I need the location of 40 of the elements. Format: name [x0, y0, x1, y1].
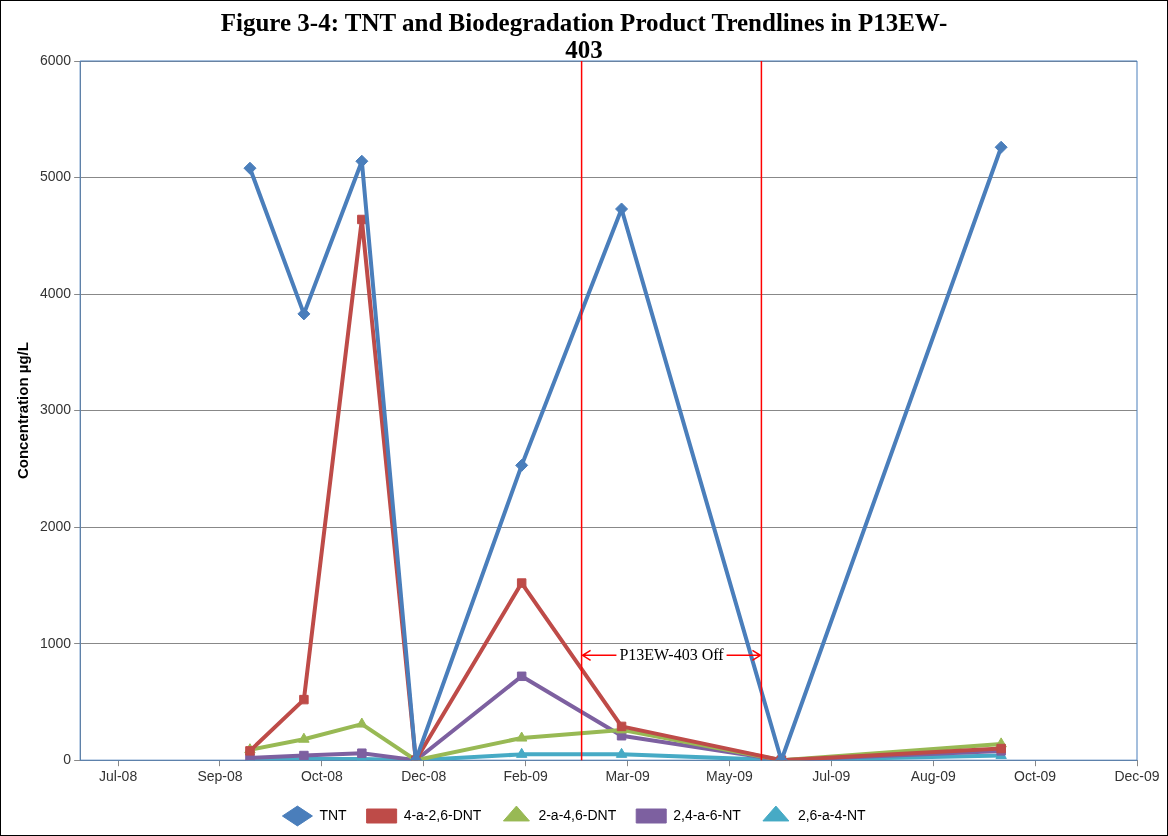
- y-tick-label: 5000: [39, 168, 72, 185]
- x-tick-label: Jul-08: [99, 768, 138, 785]
- point: [355, 154, 369, 168]
- x-tick-label: May-09: [706, 768, 753, 785]
- x-tick-label: Oct-09: [1014, 768, 1057, 785]
- point: [356, 717, 368, 728]
- point: [516, 578, 527, 588]
- point: [515, 458, 529, 472]
- y-tick-label: 3000: [39, 401, 72, 418]
- point: [243, 161, 257, 175]
- x-tick-label: Dec-08: [401, 768, 447, 785]
- point: [357, 748, 367, 758]
- point: [299, 694, 309, 705]
- y-axis-title: Concentration µg/L: [14, 342, 32, 480]
- x-tick-label: Dec-09: [1114, 768, 1160, 785]
- point: [515, 731, 528, 742]
- x-tick-label: Sep-08: [197, 768, 243, 785]
- x-tick-label: Mar-09: [605, 768, 650, 785]
- y-tick-label: 4000: [39, 284, 72, 301]
- legend-label: 2,4-a-6-NT: [673, 806, 742, 823]
- point: [516, 671, 527, 682]
- x-tick-label: Oct-08: [300, 768, 344, 785]
- x-tick-label: Feb-09: [503, 768, 549, 785]
- y-tick-label: 2000: [39, 517, 72, 534]
- x-tick-label: Aug-09: [910, 768, 956, 785]
- point: [297, 307, 311, 321]
- point: [615, 747, 628, 758]
- legend-label: 4-a-2,6-DNT: [403, 806, 482, 823]
- legend-label: 2-a-4,6-DNT: [538, 806, 617, 823]
- x-tick-label: Jul-09: [812, 768, 851, 785]
- point: [298, 732, 310, 743]
- point: [515, 747, 528, 758]
- legend-label: TNT: [319, 806, 348, 823]
- y-tick-label: 0: [63, 751, 72, 768]
- point: [994, 140, 1008, 154]
- annotation: P13EW-403 Off: [619, 645, 725, 663]
- y-tick-label: 1000: [39, 634, 72, 651]
- legend-label: 2,6-a-4-NT: [797, 806, 867, 823]
- chart-title: Figure 3-4: TNT and Biodegradation Product Trendlines in P13EW-403: [219, 9, 949, 63]
- y-tick-label: 6000: [39, 51, 72, 68]
